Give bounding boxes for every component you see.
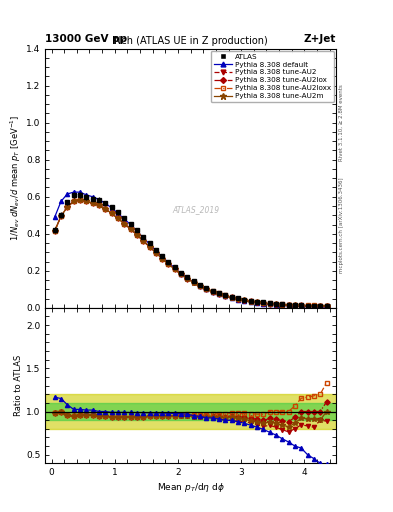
Text: 13000 GeV pp: 13000 GeV pp [45,33,127,44]
Y-axis label: $1/N_{ev}$ $dN_{ev}/d$ mean $p_T$ [GeV$^{-1}$]: $1/N_{ev}$ $dN_{ev}/d$ mean $p_T$ [GeV$^… [9,115,23,242]
Text: ATLAS_2019: ATLAS_2019 [173,205,220,214]
Text: Z+Jet: Z+Jet [304,33,336,44]
Text: mcplots.cern.ch [arXiv:1306.3436]: mcplots.cern.ch [arXiv:1306.3436] [339,178,344,273]
Y-axis label: Ratio to ATLAS: Ratio to ATLAS [14,355,23,416]
Title: Nch (ATLAS UE in Z production): Nch (ATLAS UE in Z production) [114,36,268,47]
X-axis label: Mean $p_T$/d$\eta$ d$\phi$: Mean $p_T$/d$\eta$ d$\phi$ [157,481,224,495]
Legend: ATLAS, Pythia 8.308 default, Pythia 8.308 tune-AU2, Pythia 8.308 tune-AU2lox, Py: ATLAS, Pythia 8.308 default, Pythia 8.30… [211,51,334,102]
Text: Rivet 3.1.10, ≥ 2.8M events: Rivet 3.1.10, ≥ 2.8M events [339,84,344,161]
